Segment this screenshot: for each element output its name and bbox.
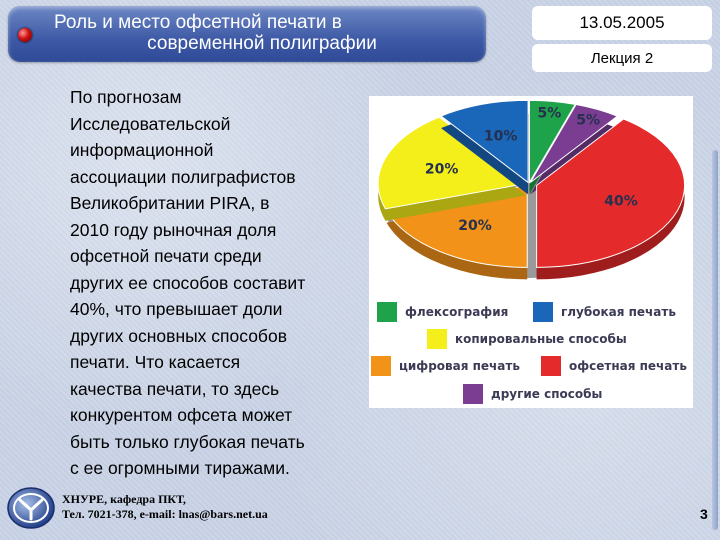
body-line: 2010 году рыночная доля <box>70 219 277 240</box>
pie-slice-label: 20% <box>458 218 492 234</box>
legend-swatch <box>377 302 397 322</box>
legend-swatch <box>371 356 391 376</box>
legend-swatch <box>427 329 447 349</box>
date-label: 13.05.2005 <box>532 6 712 40</box>
legend-item: офсетная печать <box>541 356 687 376</box>
chart-legend: флексография глубокая печать копировальные… <box>369 296 693 408</box>
legend-item: цифровая печать <box>371 356 520 376</box>
legend-item: глубокая печать <box>533 302 676 322</box>
bullet-gem-icon <box>18 28 32 42</box>
pie-slice-label: 20% <box>425 161 459 177</box>
title-line-1: Роль и место офсетной печати в <box>54 12 342 33</box>
body-line: других основных способов <box>70 325 287 346</box>
body-line: информационной <box>70 140 214 160</box>
legend-swatch <box>541 356 561 376</box>
pie-slice-label: 40% <box>604 194 638 210</box>
lecture-label: Лекция 2 <box>532 44 712 72</box>
body-line: с ее огромными тиражами. <box>70 458 290 478</box>
legend-label: другие способы <box>491 387 603 401</box>
pie-slice-label: 5% <box>576 113 600 129</box>
legend-swatch <box>463 384 483 404</box>
footer-line-1: ХНУРЕ, кафедра ПКТ, <box>62 492 186 506</box>
right-decor-rail <box>712 150 718 530</box>
legend-item: другие способы <box>463 384 602 404</box>
body-line: быть только глубокая печать <box>70 431 305 452</box>
pie-chart: 5% 5% 40% 20% 20% 10% <box>377 99 686 280</box>
body-line: конкурентом офсета может <box>70 405 293 425</box>
legend-swatch <box>533 302 553 322</box>
body-line: печати. Что касается <box>70 352 241 372</box>
body-line: других ее способов составит <box>70 272 306 293</box>
body-line: офсетной печати среди <box>70 246 262 266</box>
page-number: 3 <box>700 506 708 522</box>
legend-label: копировальные способы <box>455 332 627 346</box>
body-line: ассоциации полиграфистов <box>70 166 296 187</box>
pie-slice <box>536 118 686 268</box>
legend-label: флексография <box>405 305 509 319</box>
pie-slice-label: 5% <box>537 106 561 122</box>
legend-item: копировальные способы <box>427 329 627 349</box>
title-line-2: современной полиграфии <box>147 33 377 54</box>
body-line: 40%, что превышает доли <box>70 299 283 319</box>
body-line: Великобритании PIRA, в <box>70 193 270 213</box>
body-line: По прогнозам <box>70 87 182 107</box>
pie-slice <box>529 103 619 183</box>
page-title: Роль и место офсетной печати в современн… <box>42 12 482 54</box>
university-logo-icon <box>7 487 55 529</box>
pie-slice <box>440 99 529 184</box>
footer-contacts: ХНУРЕ, кафедра ПКТ, Тел. 7021-378, e-mai… <box>62 492 268 522</box>
body-line: Исследовательской <box>70 113 231 134</box>
legend-item: флексография <box>377 302 508 322</box>
legend-label: глубокая печать <box>561 305 676 319</box>
pie-slice <box>528 99 576 185</box>
body-text: По прогнозам Исследовательской информаци… <box>70 84 360 482</box>
footer-line-2: Тел. 7021-378, e-mail: lnas@bars.net.ua <box>62 507 268 521</box>
legend-label: цифровая печать <box>399 359 520 373</box>
legend-label: офсетная печать <box>569 359 687 373</box>
title-bar <box>8 6 486 62</box>
body-line: качества печати, то здесь <box>70 378 280 399</box>
pie-chart-panel: 5% 5% 40% 20% 20% 10% флексография глубокая пе… <box>369 96 693 408</box>
pie-slice-label: 10% <box>484 129 518 145</box>
pie-slice <box>377 116 528 210</box>
